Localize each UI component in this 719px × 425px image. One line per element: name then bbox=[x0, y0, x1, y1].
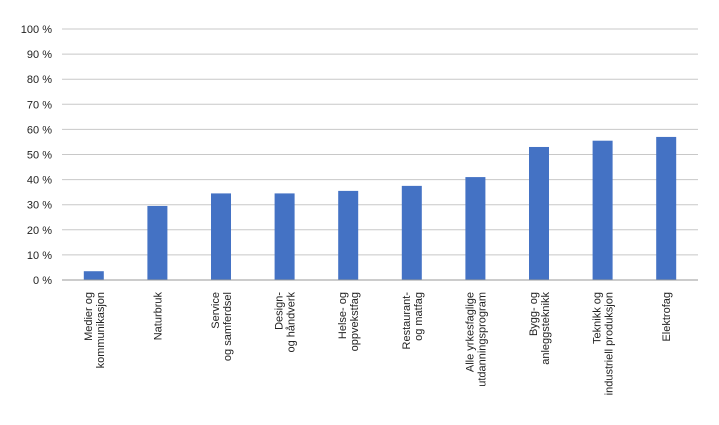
bar bbox=[529, 146, 549, 280]
y-axis-ticks: 0 % 10 % 20 % 30 % 40 % 50 % 60 % 70 % 80 % 90 % 1… bbox=[21, 24, 52, 287]
bar bbox=[592, 140, 613, 280]
category-label-line: oppvekstfag bbox=[349, 292, 361, 351]
bar bbox=[465, 177, 486, 280]
category-label: Naturbruk bbox=[152, 292, 164, 341]
y-tick-label: 50 % bbox=[27, 150, 52, 162]
bar bbox=[211, 193, 231, 280]
category-label-line: Medier og bbox=[83, 292, 95, 341]
category-label: Alle yrkesfaglige utdanningsprogram bbox=[464, 292, 488, 387]
category-label-line: Elektrofag bbox=[661, 292, 673, 342]
category-label: Design-og håndverk bbox=[274, 292, 298, 353]
category-label-line: industriell produksjon bbox=[604, 292, 616, 395]
category-label-line: Design- bbox=[274, 292, 286, 330]
y-tick-label: 100 % bbox=[21, 24, 52, 36]
category-label: Restaurant-og matfag bbox=[401, 292, 425, 350]
bar bbox=[338, 190, 359, 280]
category-label-line: Helse- og bbox=[337, 292, 349, 339]
category-label: Elektrofag bbox=[661, 292, 673, 342]
category-label-line: kommunikasjon bbox=[95, 292, 107, 368]
category-label-line: Teknikk og bbox=[592, 292, 604, 344]
category-label-line: og matfag bbox=[413, 292, 425, 341]
bar bbox=[147, 205, 168, 280]
y-tick-label: 10 % bbox=[27, 250, 52, 262]
y-tick-label: 90 % bbox=[27, 49, 52, 61]
category-label-line: Naturbruk bbox=[152, 292, 164, 341]
category-label: Service og samferdsel bbox=[210, 292, 234, 361]
category-labels: Medier og kommunikasjon Naturbruk Service og… bbox=[83, 292, 673, 396]
category-label-line: Alle yrkesfaglige bbox=[464, 292, 476, 372]
category-label-line: og håndverk bbox=[286, 292, 298, 353]
category-label-line: og samferdsel bbox=[222, 292, 234, 361]
category-label: Teknikk og industriell produksjon bbox=[592, 292, 616, 395]
y-tick-label: 0 % bbox=[33, 275, 52, 287]
category-label-line: anleggsteknikk bbox=[540, 292, 552, 365]
category-label-line: utdanningsprogram bbox=[476, 292, 488, 387]
y-tick-label: 60 % bbox=[27, 124, 52, 136]
y-tick-label: 80 % bbox=[27, 74, 52, 86]
bar bbox=[401, 185, 422, 280]
bar bbox=[656, 136, 677, 280]
bar bbox=[274, 193, 295, 280]
y-tick-label: 30 % bbox=[27, 200, 52, 212]
category-label-line: Restaurant- bbox=[401, 292, 413, 350]
bar bbox=[83, 271, 104, 280]
category-label-line: Service bbox=[210, 292, 222, 329]
y-tick-label: 40 % bbox=[27, 175, 52, 187]
bars bbox=[83, 136, 677, 280]
category-label-line: Bygg- og bbox=[528, 292, 540, 336]
y-tick-label: 70 % bbox=[27, 99, 52, 111]
y-tick-label: 20 % bbox=[27, 225, 52, 237]
category-label: Bygg- og anleggsteknikk bbox=[528, 292, 552, 365]
category-label: Medier og kommunikasjon bbox=[83, 292, 107, 368]
category-label: Helse- og oppvekstfag bbox=[337, 292, 361, 351]
gridlines bbox=[62, 28, 698, 256]
